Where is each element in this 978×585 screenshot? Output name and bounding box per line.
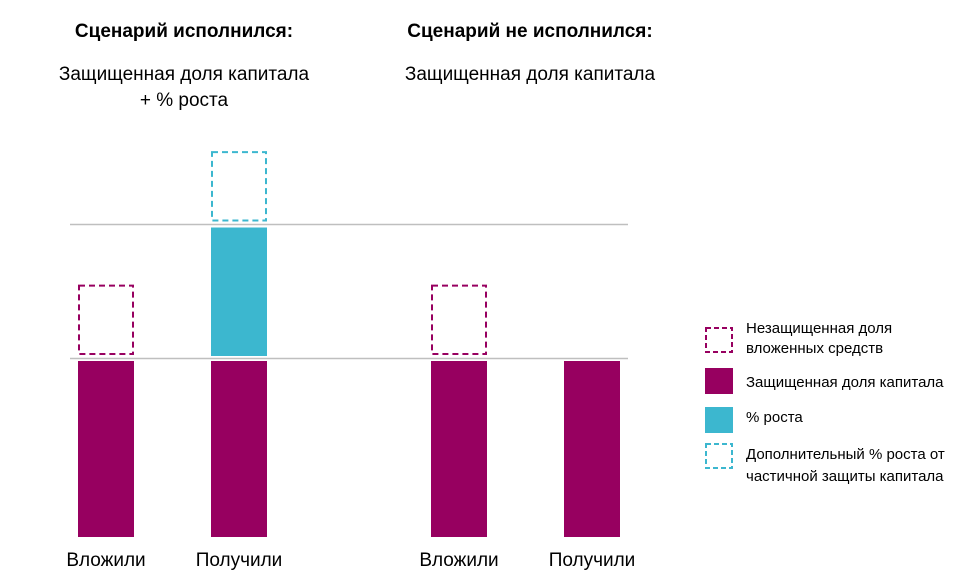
bars-layer (78, 151, 620, 537)
legend: Незащищенная доля вложенных средств Защище… (705, 320, 945, 485)
legend-swatch (705, 368, 733, 394)
legend-swatch (705, 443, 733, 469)
x-tick-label: Вложили (66, 550, 145, 571)
bar-segment-unprotected (78, 284, 134, 356)
legend-label-line: Защищенная доля капитала (746, 374, 944, 391)
legend-swatch (705, 327, 733, 353)
bar-segment-unprotected (431, 284, 487, 356)
chart-title: Сценарий исполнился: (75, 21, 293, 42)
legend-label-line: Незащищенная доля (746, 320, 892, 337)
text-layer: Сценарий исполнился: Защищенная доля капи… (59, 21, 656, 571)
x-tick-label: Вложили (419, 550, 498, 571)
reference-lines (70, 223, 628, 360)
x-tick-label: Получили (196, 550, 283, 571)
legend-label-line: частичной защиты капитала (746, 468, 944, 485)
bar-segment-protected (78, 361, 134, 537)
legend-label-line: % роста (746, 409, 803, 426)
chart-subtitle-line: Защищенная доля капитала (405, 64, 656, 85)
bar-segment-protected (211, 361, 267, 537)
legend-label-line: вложенных средств (746, 340, 883, 357)
chart-subtitle-line: + % роста (140, 90, 229, 111)
x-tick-label: Получили (549, 550, 636, 571)
chart-subtitle-line: Защищенная доля капитала (59, 64, 310, 85)
legend-swatch (705, 407, 733, 433)
bar-segment-extra-growth (211, 151, 267, 222)
bar-segment-growth (211, 227, 267, 356)
bar-segment-protected (564, 361, 620, 537)
legend-label-line: Дополнительный % роста от (746, 446, 945, 463)
chart-title: Сценарий не исполнился: (407, 21, 652, 42)
bar-segment-protected (431, 361, 487, 537)
